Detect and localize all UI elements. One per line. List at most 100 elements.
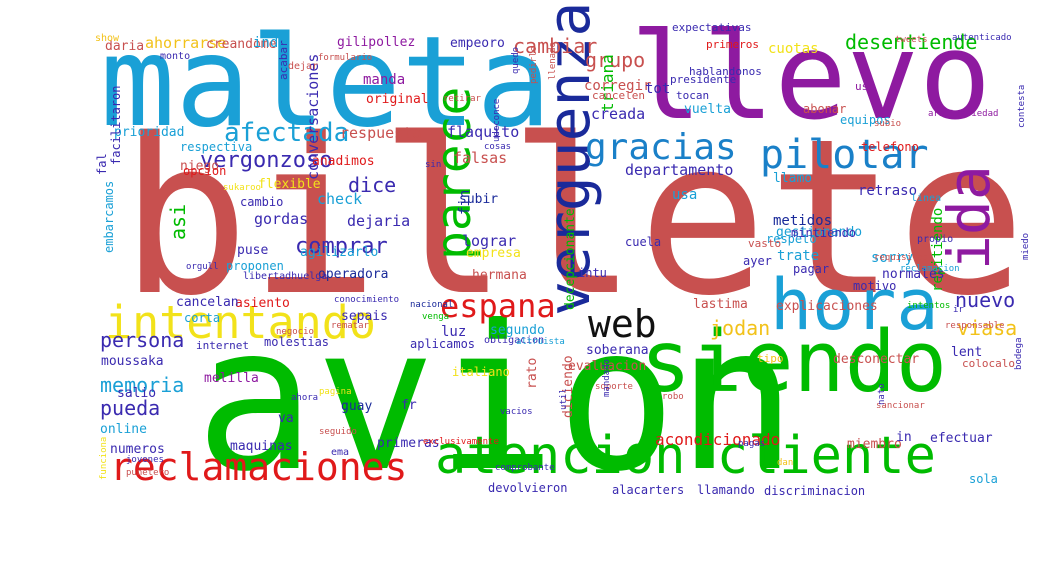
cloud-word: siendo bbox=[640, 313, 948, 412]
cloud-word: gestionando bbox=[776, 225, 863, 240]
cloud-word: jodan bbox=[710, 316, 771, 340]
cloud-word: manda bbox=[363, 72, 406, 88]
cloud-word: opcion bbox=[183, 164, 227, 178]
cloud-word: formulario bbox=[318, 53, 373, 63]
cloud-word: comprar bbox=[295, 234, 388, 259]
cloud-word: quedo bbox=[511, 46, 521, 74]
cloud-word: sukaroo bbox=[223, 183, 261, 193]
cloud-word: dice bbox=[348, 173, 397, 197]
cloud-word: in bbox=[896, 430, 912, 445]
cloud-word: dan bbox=[777, 458, 794, 468]
cloud-word: equipos bbox=[840, 113, 891, 127]
cloud-word: subio bbox=[874, 119, 902, 129]
cloud-word: explicaciones bbox=[776, 299, 878, 314]
cloud-word: linea bbox=[911, 193, 942, 204]
cloud-word: desconectar bbox=[833, 352, 920, 367]
cloud-word: moussaka bbox=[101, 354, 164, 369]
cloud-word: pagas bbox=[738, 439, 766, 449]
cloud-word: sorry bbox=[871, 250, 914, 266]
cloud-word: miedo bbox=[1021, 232, 1031, 260]
cloud-word: jovenes bbox=[126, 455, 164, 465]
cloud-word: aplicamos bbox=[410, 337, 476, 351]
cloud-word: creada bbox=[591, 105, 646, 123]
cloud-word: ahora bbox=[291, 393, 319, 403]
cloud-word: motivo bbox=[853, 279, 897, 293]
cloud-word: falsas bbox=[453, 149, 508, 167]
cloud-word: normales bbox=[882, 267, 945, 282]
cloud-word: avion bbox=[195, 283, 798, 516]
cloud-word: contesta bbox=[1017, 84, 1027, 128]
cloud-word: evaluacion bbox=[568, 359, 647, 374]
cloud-word: vacios bbox=[500, 407, 533, 417]
cloud-word: billete bbox=[120, 92, 1027, 343]
cloud-word: original bbox=[366, 92, 429, 107]
cloud-word: dejaria bbox=[347, 212, 411, 230]
cloud-word: online bbox=[100, 422, 147, 437]
cloud-word: pueda bbox=[100, 396, 161, 420]
cloud-word: intentos bbox=[907, 301, 951, 311]
cloud-word: anadimos bbox=[312, 154, 375, 169]
cloud-word: intentando bbox=[105, 296, 376, 349]
cloud-word: cancelen bbox=[592, 89, 645, 102]
cloud-word: exclusivamente bbox=[423, 437, 499, 447]
cloud-word: italiano bbox=[452, 365, 510, 379]
cloud-word: numeros bbox=[110, 442, 165, 457]
cloud-word: respeto bbox=[766, 232, 817, 246]
cloud-word: lograr bbox=[462, 232, 517, 250]
cloud-word: embarcamos bbox=[102, 180, 116, 253]
cloud-word: tocan bbox=[676, 89, 710, 102]
cloud-word: niego bbox=[180, 159, 220, 174]
cloud-word: memoria bbox=[100, 373, 185, 397]
cloud-word: altruista bbox=[516, 337, 565, 347]
cloud-word: maquinas bbox=[230, 439, 293, 454]
cloud-word: internet bbox=[196, 339, 249, 352]
cloud-word: llenado bbox=[548, 42, 558, 80]
cloud-word: abonar bbox=[803, 102, 847, 116]
cloud-word: llevo bbox=[630, 8, 992, 147]
cloud-word: cambio bbox=[240, 195, 284, 209]
cloud-word: cosas bbox=[484, 142, 512, 152]
cloud-word: llamando bbox=[697, 483, 755, 497]
cloud-word: sepais bbox=[341, 309, 388, 324]
cloud-word: metidos bbox=[773, 213, 833, 229]
cloud-word: triana bbox=[598, 54, 617, 112]
cloud-word: vergonzoso bbox=[200, 148, 333, 173]
cloud-word: afectada bbox=[224, 118, 350, 148]
cloud-word: respuesta bbox=[340, 124, 422, 142]
cloud-word: flexible bbox=[258, 177, 321, 192]
cloud-word: llamo bbox=[773, 171, 813, 186]
cloud-word: corta bbox=[184, 311, 221, 325]
cloud-word: libertadhuelga bbox=[243, 271, 328, 282]
cloud-word: flaquito bbox=[447, 123, 520, 141]
cloud-word: tweets bbox=[895, 35, 928, 45]
cloud-word: conocimiento bbox=[334, 295, 400, 305]
cloud-word: empeoro bbox=[450, 36, 505, 51]
cloud-word: check bbox=[317, 190, 363, 208]
cloud-word: arbitrariedad bbox=[928, 109, 999, 119]
cloud-word: show bbox=[95, 33, 120, 44]
cloud-word: pilotar bbox=[760, 132, 929, 178]
cloud-word: autenticado bbox=[952, 33, 1012, 43]
cloud-word: facilitaron bbox=[109, 85, 123, 165]
cloud-word: lent bbox=[951, 345, 983, 360]
cloud-word: decepcionante bbox=[563, 208, 578, 310]
cloud-word: telefono bbox=[861, 140, 919, 154]
cloud-word: ema bbox=[331, 447, 350, 458]
cloud-word: hermana bbox=[472, 268, 527, 283]
cloud-word: nacional bbox=[410, 300, 454, 310]
cloud-word: creandome bbox=[206, 37, 277, 52]
cloud-word: alacarters bbox=[612, 483, 685, 497]
cloud-word: sin bbox=[425, 160, 442, 170]
cloud-word: departamento bbox=[625, 161, 734, 179]
cloud-word: robo bbox=[662, 392, 684, 402]
cloud-word: guay bbox=[341, 399, 373, 414]
cloud-word: responsable bbox=[945, 321, 1005, 331]
cloud-word: presidente bbox=[670, 73, 737, 86]
cloud-word: ayer bbox=[743, 254, 772, 268]
cloud-word: comprobante bbox=[495, 463, 555, 473]
cloud-word: retraso bbox=[858, 183, 918, 199]
cloud-word: grupo bbox=[585, 48, 646, 72]
cloud-word: discriminacion bbox=[764, 484, 866, 498]
cloud-word: persona bbox=[100, 328, 185, 352]
